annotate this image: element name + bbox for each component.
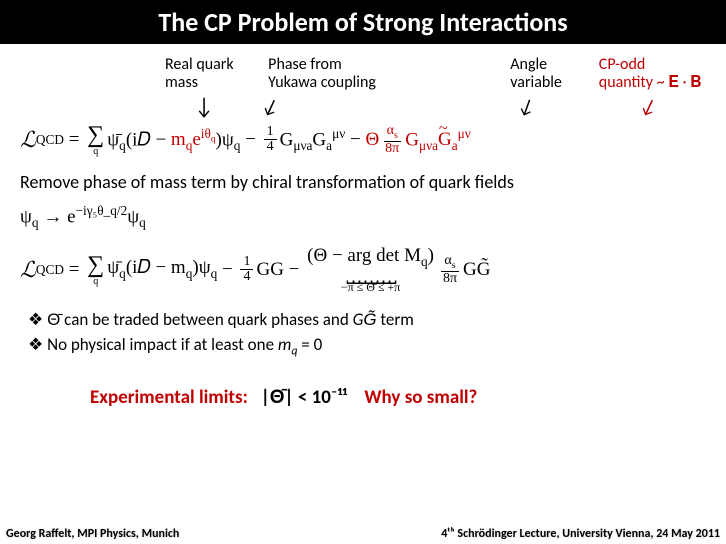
bullet-2: No physical impact if at least one mq = … bbox=[28, 334, 726, 358]
annotation-row: Real quark mass Phase from Yukawa coupli… bbox=[0, 56, 726, 93]
experimental-limits: Experimental limits: |Θ̄| < 10⁻¹¹ Why so… bbox=[0, 386, 726, 409]
bullet-1: Θ̄ can be traded between quark phases an… bbox=[28, 309, 726, 330]
arrow-down-icon: ↓ bbox=[258, 92, 285, 121]
slide-title: The CP Problem of Strong Interactions bbox=[0, 0, 726, 44]
footer-venue: 4ᵗʰ Schrödinger Lecture, University Vien… bbox=[441, 527, 720, 541]
equation-lagrangian: ℒQCD = ∑q ψ̄q(i𝐷 − mqeiθq)ψq − 14 GμνaGa… bbox=[0, 123, 726, 157]
annot-cpodd: CP-odd quantity ~ 𝐄 · 𝐁 bbox=[599, 56, 726, 93]
arrow-down-icon: ↓ bbox=[636, 92, 663, 121]
arrow-down-icon: ↓ bbox=[195, 92, 213, 121]
footer-author: Georg Raffelt, MPI Physics, Munich bbox=[6, 527, 179, 541]
annot-angle: Angle variable bbox=[510, 56, 579, 93]
equation-chiral-transform: ψq → e−iγ₅θ_q/2ψq bbox=[0, 203, 726, 231]
equation-lagrangian-transformed: ℒQCD = ∑q ψ̄q(i𝐷 − mq)ψq − 14 GG − (Θ − … bbox=[0, 245, 726, 295]
annot-real-quark-mass: Real quark mass bbox=[165, 56, 248, 93]
arrow-down-icon: ↓ bbox=[514, 92, 539, 121]
arrow-row: ↓ ↓ ↓ ↓ bbox=[0, 95, 726, 119]
bullet-list: Θ̄ can be traded between quark phases an… bbox=[0, 309, 726, 358]
remove-phase-text: Remove phase of mass term by chiral tran… bbox=[0, 171, 726, 193]
annot-phase: Phase from Yukawa coupling bbox=[268, 56, 400, 93]
